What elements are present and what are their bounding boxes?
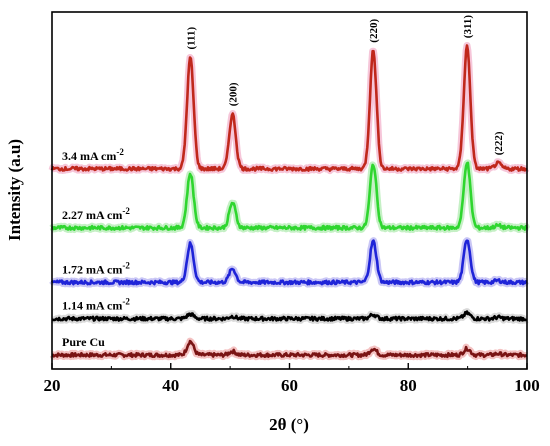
series-label-3: 2.27 mA cm-2 [62,206,130,222]
peak-label-1: (200) [228,82,240,106]
x-tick-label-1: 40 [162,376,179,395]
series-line-0 [51,339,528,359]
x-tick-label-4: 100 [514,376,540,395]
series-line-4 [50,44,528,172]
x-axis-title: 2θ (°) [269,415,309,434]
peak-label-4: (222) [493,131,505,155]
series-label-2: 1.72 mA cm-2 [62,260,130,276]
peak-label-0: (111) [185,27,197,50]
y-axis-title: Intensity (a.u) [5,139,24,241]
series-line-2 [50,239,528,286]
x-tick-label-2: 60 [281,376,298,395]
series-label-4: 3.4 mA cm-2 [62,147,124,163]
x-axis-ticks: 20 40 60 80 100 [44,363,540,395]
series-labels: Pure Cu 1.14 mA cm-2 1.72 mA cm-2 2.27 mA c… [62,147,130,349]
series-line-1 [51,310,528,322]
peak-labels: (111) (200) (220) (311) (222) [185,15,505,156]
x-tick-label-3: 80 [400,376,417,395]
series-line-3 [51,161,528,231]
series-label-0: Pure Cu [62,335,105,349]
traces [48,42,530,361]
series-label-1: 1.14 mA cm-2 [62,297,130,313]
peak-label-3: (311) [462,15,474,39]
peak-label-2: (220) [368,19,380,43]
x-tick-label-0: 20 [44,376,61,395]
